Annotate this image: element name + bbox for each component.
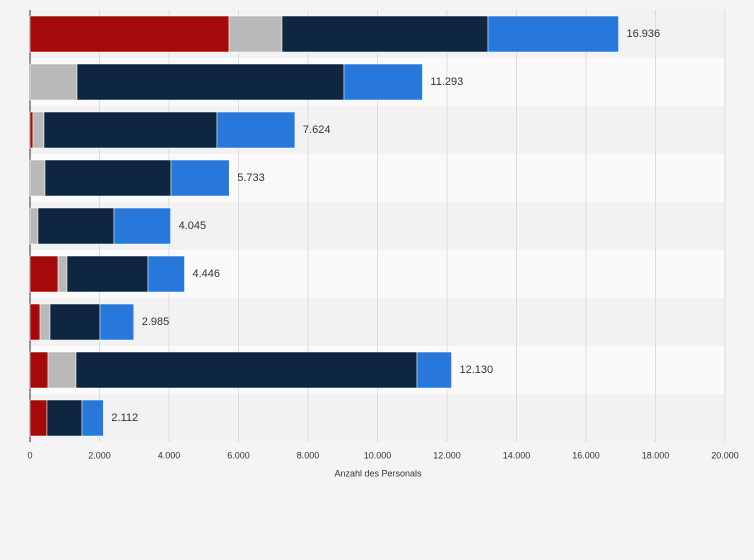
bar-segment: [228, 15, 283, 53]
bar-segment: [76, 63, 345, 101]
total-label: 2.985: [142, 316, 170, 328]
x-tick-label: 8.000: [297, 450, 320, 460]
x-tick-label: 4.000: [158, 450, 181, 460]
total-label: 12.130: [460, 364, 494, 376]
bar-segment: [29, 255, 59, 293]
bar-segment: [47, 351, 77, 389]
bar-segment: [49, 303, 101, 341]
total-label: 11.293: [430, 76, 463, 88]
bar-segment: [29, 111, 34, 149]
bar-segment: [81, 399, 104, 437]
bar-segment: [113, 207, 171, 245]
bar-segment: [39, 303, 51, 341]
bar-segment: [29, 207, 39, 245]
bar-segment: [29, 399, 48, 437]
bar-segment: [75, 351, 418, 389]
x-tick-label: 6.000: [227, 450, 250, 460]
bar-segment: [29, 15, 230, 53]
bar-segment: [487, 15, 619, 53]
bar-segment: [32, 111, 45, 149]
x-tick-label: 10.000: [364, 450, 392, 460]
x-tick-label: 18.000: [642, 450, 670, 460]
bar-segment: [37, 207, 115, 245]
bar-segment: [57, 255, 68, 293]
bar-segment: [66, 255, 149, 293]
bar-segment: [29, 63, 78, 101]
x-tick-label: 0: [27, 450, 32, 460]
bar-segment: [46, 399, 83, 437]
bar-segment: [29, 303, 41, 341]
total-label: 4.446: [192, 268, 220, 280]
bar-segment: [29, 159, 46, 197]
bar-segment: [44, 159, 172, 197]
total-label: 4.045: [179, 220, 207, 232]
bar-segment: [170, 159, 230, 197]
x-axis-title: Anzahl des Personals: [334, 468, 422, 478]
x-tick-label: 20.000: [711, 450, 739, 460]
bar-segment: [43, 111, 218, 149]
x-tick-label: 12.000: [433, 450, 461, 460]
bar-segment: [216, 111, 296, 149]
bar-segment: [147, 255, 185, 293]
total-label: 16.936: [627, 28, 661, 40]
total-label: 2.112: [111, 412, 138, 424]
total-label: 5.733: [237, 172, 265, 184]
bar-segment: [29, 351, 49, 389]
bar-segment: [99, 303, 134, 341]
x-tick-label: 16.000: [572, 450, 600, 460]
x-tick-label: 2.000: [88, 450, 111, 460]
x-tick-label: 14.000: [503, 450, 531, 460]
bar-segment: [416, 351, 452, 389]
bar-segment: [281, 15, 489, 53]
bar-segment: [343, 63, 423, 101]
total-label: 7.624: [303, 124, 331, 136]
